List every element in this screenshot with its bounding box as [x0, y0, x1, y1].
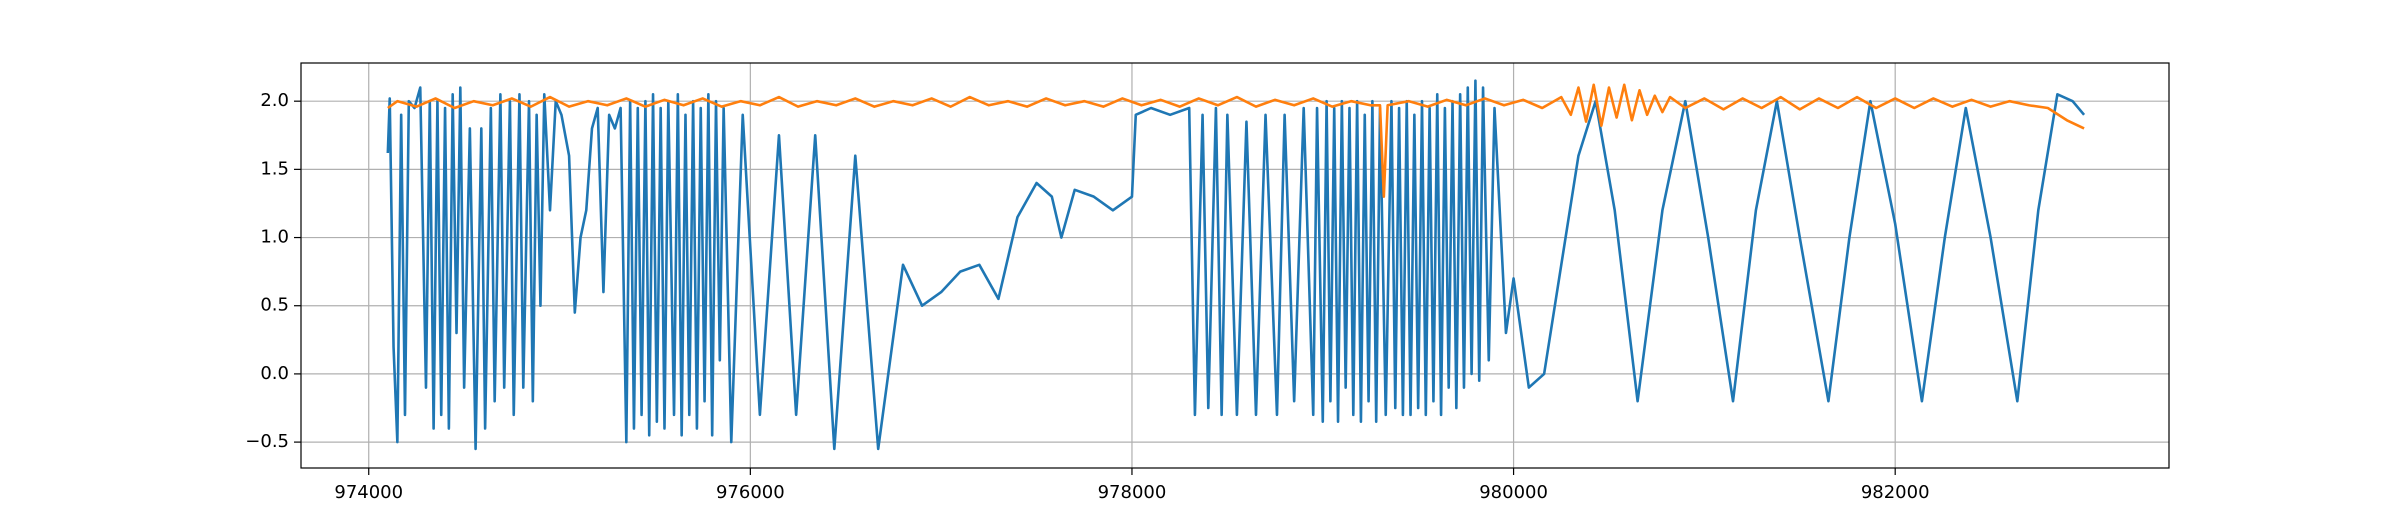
- axes-frame: [300, 62, 2170, 469]
- data-line: [386, 79, 2086, 451]
- y-tick-label: 0.5: [260, 295, 289, 316]
- grid: [301, 63, 2169, 468]
- y-tick-label: 1.5: [260, 158, 289, 179]
- x-tick-label: 976000: [716, 482, 785, 503]
- plot-area: [386, 79, 2086, 451]
- ticks: 974000 976000 978000 980000 982000 −0.5 0.0 0.5…: [245, 90, 1929, 503]
- x-tick-label: 980000: [1479, 482, 1548, 503]
- x-tick-label: 978000: [1098, 482, 1167, 503]
- y-tick-label: 2.0: [260, 90, 289, 111]
- y-tick-label: 1.0: [260, 227, 289, 248]
- y-tick-label: −0.5: [245, 431, 289, 452]
- y-tick-label: 0.0: [260, 363, 289, 384]
- x-tick-label: 982000: [1861, 482, 1930, 503]
- data-line: [387, 83, 2085, 198]
- x-tick-label: 974000: [334, 482, 403, 503]
